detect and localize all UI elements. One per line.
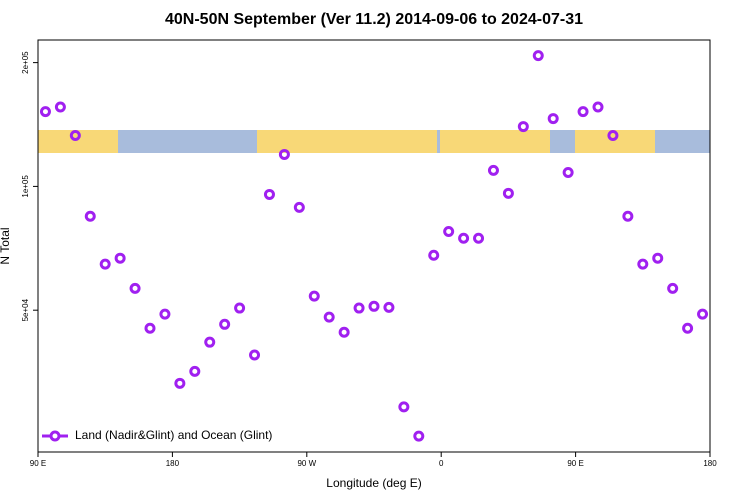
point [443, 225, 455, 237]
x-tick-label: 180 [703, 459, 717, 468]
point [99, 258, 111, 270]
x-axis-label: Longitude (deg E) [326, 476, 421, 490]
point [383, 301, 395, 313]
x-tick-label: 0 [439, 459, 444, 468]
x-tick-label: 90 E [30, 459, 46, 468]
point [547, 113, 559, 125]
point [219, 318, 231, 330]
point [697, 308, 709, 320]
point [532, 50, 544, 62]
point [487, 164, 499, 176]
point [652, 252, 664, 264]
point [293, 201, 305, 213]
y-axis-label: N Total [0, 227, 12, 264]
point [338, 326, 350, 338]
point [682, 322, 694, 334]
point [398, 401, 410, 413]
point [562, 166, 574, 178]
point [114, 252, 126, 264]
x-tick-label: 90 W [297, 459, 316, 468]
point [159, 308, 171, 320]
point [69, 129, 81, 141]
point [249, 349, 261, 361]
point [473, 232, 485, 244]
x-tick-label: 90 E [567, 459, 583, 468]
point [54, 101, 66, 113]
point [622, 210, 634, 222]
x-tick-label: 180 [166, 459, 180, 468]
point [234, 302, 246, 314]
point [428, 249, 440, 261]
point [413, 430, 425, 442]
point [84, 210, 96, 222]
point [353, 302, 365, 314]
point [517, 121, 529, 133]
map-band [38, 130, 710, 153]
y-tick-label: 5e+04 [21, 298, 30, 321]
point [308, 290, 320, 302]
point [129, 282, 141, 294]
point [368, 300, 380, 312]
point [39, 106, 51, 118]
plot-frame [37, 39, 711, 453]
point [144, 322, 156, 334]
point [458, 232, 470, 244]
y-tick-label: 2e+05 [21, 51, 30, 74]
chart-title: 40N-50N September (Ver 11.2) 2014-09-06 … [165, 11, 583, 28]
point [607, 129, 619, 141]
point [577, 106, 589, 118]
point [278, 148, 290, 160]
legend-label: Land (Nadir&Glint) and Ocean (Glint) [75, 428, 272, 442]
point [263, 188, 275, 200]
legend-marker [49, 430, 61, 442]
point [502, 187, 514, 199]
point [174, 377, 186, 389]
y-tick-label: 1e+05 [21, 175, 30, 198]
point [592, 101, 604, 113]
point [204, 336, 216, 348]
point [189, 365, 201, 377]
point [667, 282, 679, 294]
point [637, 258, 649, 270]
point [323, 311, 335, 323]
